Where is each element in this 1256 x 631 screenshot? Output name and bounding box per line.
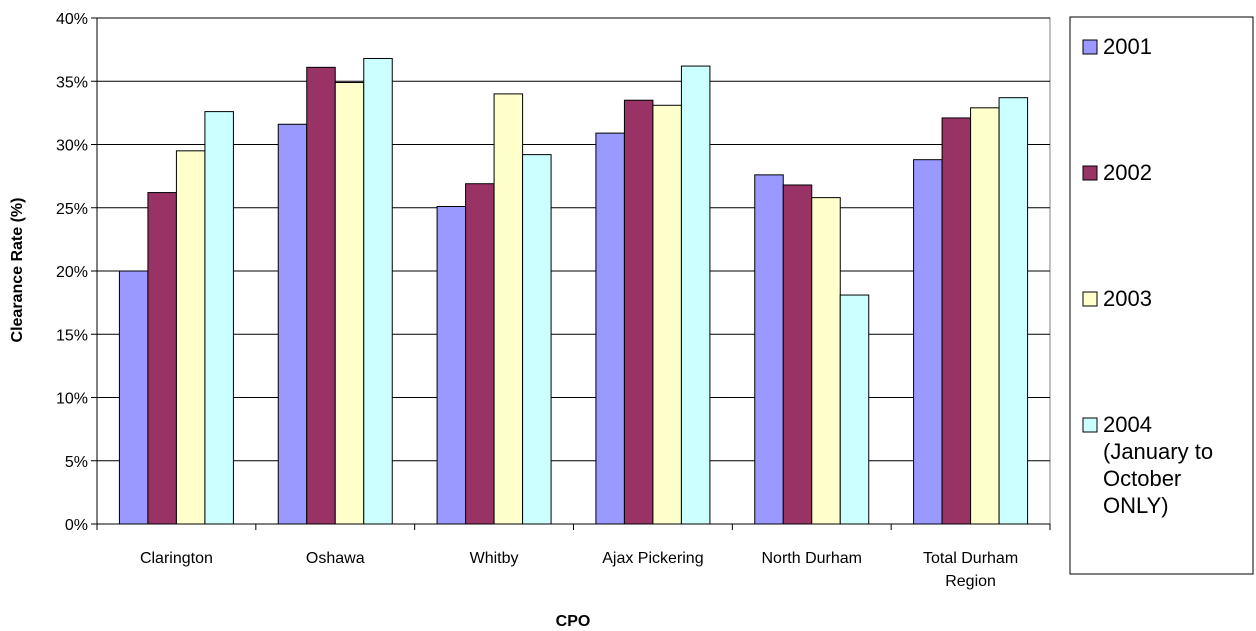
x-axis-title: CPO xyxy=(556,613,591,630)
x-tick-label: Oshawa xyxy=(306,550,365,567)
axes xyxy=(91,17,1051,530)
bar xyxy=(306,66,336,525)
bar xyxy=(147,192,177,525)
legend-swatch xyxy=(1082,291,1098,307)
x-tick-label: Total Durham xyxy=(923,550,1018,567)
x-tick-label: Whitby xyxy=(470,550,519,567)
bar xyxy=(782,184,813,525)
x-tick-label: Ajax Pickering xyxy=(602,550,703,567)
bar xyxy=(623,99,654,525)
bar xyxy=(754,174,784,525)
bar xyxy=(811,197,841,525)
bar xyxy=(839,294,870,525)
y-tick-label: 40% xyxy=(56,11,88,28)
bar xyxy=(493,93,524,525)
legend-label: (January to xyxy=(1103,439,1213,464)
y-tick-label: 0% xyxy=(65,517,88,534)
legend-swatch xyxy=(1082,417,1098,433)
bar xyxy=(970,107,1000,525)
y-axis-title: Clearance Rate (%) xyxy=(9,198,26,343)
y-tick-label: 15% xyxy=(56,327,88,344)
tick-labels: 0% 5% 10% 15% 20% 25% 30% 35% 40% Clarington Oshaw… xyxy=(56,11,1018,590)
bar xyxy=(522,154,552,525)
y-tick-label: 20% xyxy=(56,264,88,281)
legend-box xyxy=(1069,16,1254,575)
bar xyxy=(941,117,972,525)
bar xyxy=(652,104,682,525)
y-tick-label: 30% xyxy=(56,138,88,155)
legend-label: 2004 xyxy=(1103,412,1152,437)
bar xyxy=(680,65,711,525)
bar xyxy=(998,97,1029,525)
legend-label: 2001 xyxy=(1103,34,1152,59)
bar xyxy=(118,270,149,525)
bar xyxy=(363,57,393,525)
x-tick-label: North Durham xyxy=(762,550,862,567)
x-tick-label: Region xyxy=(945,573,996,590)
bar xyxy=(595,132,625,525)
bar xyxy=(277,123,308,525)
y-tick-label: 35% xyxy=(56,74,88,91)
legend-swatch xyxy=(1082,165,1098,181)
bar xyxy=(334,82,365,525)
legend-label: 2002 xyxy=(1103,160,1152,185)
legend-label: October xyxy=(1103,466,1181,491)
y-tick-label: 5% xyxy=(65,454,88,471)
y-tick-label: 10% xyxy=(56,391,88,408)
bar xyxy=(175,150,206,525)
bar xyxy=(204,111,234,525)
legend-label: ONLY) xyxy=(1103,493,1169,518)
legend-swatch xyxy=(1082,39,1098,55)
bars xyxy=(118,57,1029,525)
bar xyxy=(465,183,495,525)
gridlines xyxy=(96,17,1051,525)
y-tick-label: 25% xyxy=(56,201,88,218)
bar xyxy=(913,159,943,525)
x-tick-label: Clarington xyxy=(140,550,213,567)
bar xyxy=(436,205,467,525)
legend-label: 2003 xyxy=(1103,286,1152,311)
